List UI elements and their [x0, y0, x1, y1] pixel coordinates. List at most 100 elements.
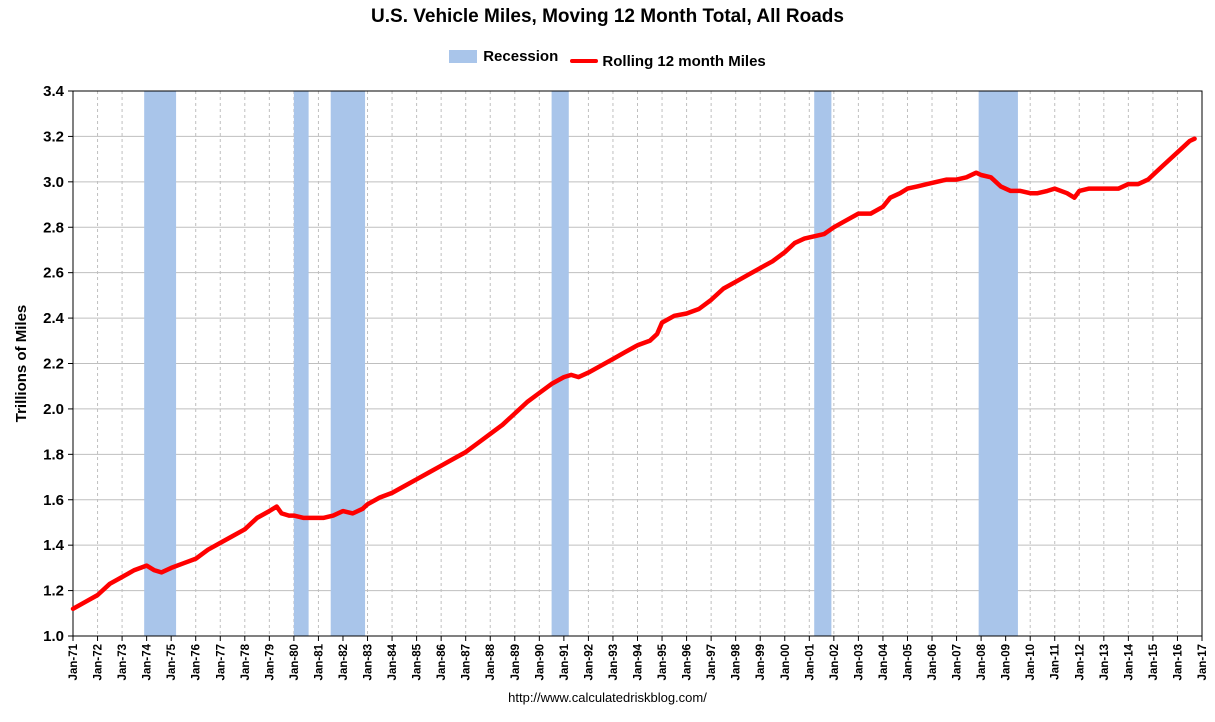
y-tick-label: 2.4	[43, 310, 65, 327]
data-point	[1028, 191, 1032, 195]
data-point	[1053, 187, 1057, 191]
data-point	[999, 184, 1003, 188]
x-tick-label: Jan-80	[289, 644, 301, 680]
data-point	[525, 400, 529, 404]
x-tick-label: Jan-91	[559, 643, 571, 680]
data-point	[770, 259, 774, 263]
x-tick-label: Jan-94	[633, 643, 645, 680]
data-point	[734, 280, 738, 284]
data-point	[501, 423, 505, 427]
data-point	[611, 357, 615, 361]
data-point	[925, 182, 929, 186]
data-point	[302, 516, 306, 520]
data-point	[275, 505, 279, 509]
data-point	[71, 607, 75, 611]
data-point	[351, 511, 355, 515]
data-point	[1188, 139, 1192, 143]
data-point	[292, 514, 296, 518]
data-point	[1193, 137, 1197, 141]
data-point	[935, 180, 939, 184]
data-point	[427, 471, 431, 474]
legend-item-recession: Recession	[449, 48, 558, 65]
data-point	[1146, 178, 1150, 182]
recession-bar	[330, 91, 366, 636]
y-tick-label: 1.4	[43, 537, 65, 554]
data-point	[218, 541, 222, 545]
data-point	[145, 564, 149, 568]
data-point	[255, 516, 259, 520]
data-point	[1018, 189, 1022, 193]
y-axis-title: Trillions of Miles	[13, 305, 30, 423]
data-point	[905, 187, 909, 191]
x-tick-label: Jan-10	[1025, 644, 1037, 680]
data-point	[577, 375, 581, 379]
data-point	[697, 307, 701, 311]
data-point	[964, 175, 968, 179]
data-point	[869, 212, 873, 216]
data-point	[881, 205, 885, 209]
recession-bar	[978, 91, 1018, 636]
data-point	[1180, 146, 1184, 150]
x-tick-label: Jan-13	[1099, 644, 1111, 680]
data-point	[194, 557, 198, 561]
x-tick-label: Jan-00	[780, 644, 792, 680]
x-tick-label: Jan-17	[1197, 644, 1209, 680]
data-point	[267, 509, 271, 513]
data-point	[1126, 182, 1130, 186]
y-tick-label: 1.6	[43, 492, 64, 509]
data-point	[96, 593, 100, 597]
data-point	[120, 575, 124, 579]
data-point	[1077, 189, 1081, 193]
data-point	[888, 196, 892, 200]
x-tick-label: Jan-02	[829, 644, 841, 680]
series-line-rolling-miles	[70, 136, 1197, 612]
data-point	[812, 234, 816, 238]
legend-swatch-recession	[449, 50, 478, 63]
y-tick-label: 3.2	[43, 128, 64, 145]
data-point	[1065, 191, 1069, 195]
y-tick-label: 2.8	[43, 219, 64, 236]
x-tick-label: Jan-05	[902, 643, 914, 680]
data-point	[856, 212, 860, 216]
x-tick-label: Jan-12	[1074, 644, 1086, 680]
legend-item-miles: Rolling 12 month Miles	[570, 52, 766, 70]
data-point	[132, 568, 136, 572]
recession-bar	[144, 91, 177, 636]
legend-label-recession: Recession	[483, 48, 559, 65]
data-point	[169, 566, 173, 570]
x-tick-label: Jan-07	[952, 644, 964, 680]
x-tick-label: Jan-14	[1123, 643, 1135, 680]
x-tick-label: Jan-85	[412, 643, 424, 680]
data-point	[1097, 187, 1101, 191]
source-url: http://www.calculatedriskblog.com/	[508, 690, 707, 705]
legend-swatch-miles	[570, 59, 599, 63]
x-tick-label: Jan-87	[461, 644, 473, 680]
data-point	[562, 375, 566, 379]
data-point	[488, 432, 492, 436]
y-tick-label: 1.2	[43, 583, 64, 600]
data-point	[586, 371, 590, 375]
data-point	[599, 364, 603, 368]
x-tick-label: Jan-82	[338, 644, 350, 680]
y-tick-label: 3.0	[43, 174, 64, 191]
data-point	[476, 441, 480, 445]
legend-label-miles: Rolling 12 month Miles	[602, 52, 766, 70]
x-tick-label: Jan-90	[534, 644, 546, 680]
x-tick-label: Jan-92	[583, 644, 595, 680]
data-point	[312, 516, 316, 520]
y-tick-label: 1.0	[43, 628, 64, 645]
x-tick-label: Jan-75	[166, 643, 178, 680]
x-tick-label: Jan-78	[240, 643, 252, 680]
data-point	[550, 382, 554, 386]
x-tick-label: Jan-16	[1172, 644, 1184, 680]
data-point	[721, 287, 725, 291]
data-point	[660, 321, 664, 325]
data-point	[655, 332, 659, 336]
data-point	[451, 457, 455, 461]
data-point	[280, 511, 284, 515]
data-point	[783, 250, 787, 254]
data-point	[844, 218, 848, 222]
x-tick-label: Jan-08	[976, 643, 988, 680]
data-point	[1117, 187, 1121, 191]
